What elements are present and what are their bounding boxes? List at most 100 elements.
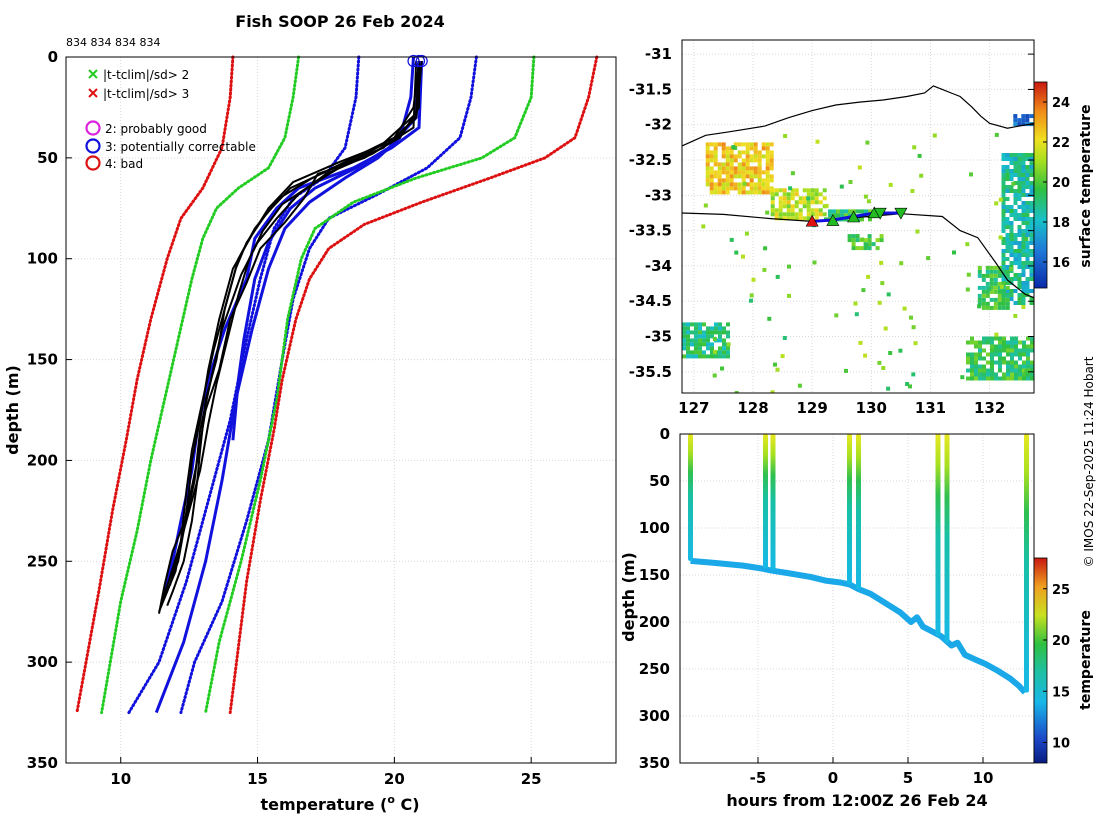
sst-pixel [761,186,766,191]
x-tick-label: 10 [973,769,994,787]
sst-pixel [790,192,795,197]
sst-pixel [997,293,1002,298]
sst-pixel [1013,209,1018,213]
sst-pixel [1026,344,1030,349]
sst-pixel [765,154,770,159]
sst-pixel [994,372,998,377]
sst-pixel [1017,165,1022,169]
sst-pixel [786,196,791,201]
sst-pixel [706,326,710,331]
sst-pixel [726,342,731,347]
sst-pixel [1018,376,1022,381]
sst-pixel [879,260,884,265]
blue-profile-line [231,60,421,441]
sst-pixel [1010,364,1014,369]
sst-pixel [786,208,791,213]
sst-pixel [814,200,819,205]
sst-pixel [770,192,775,197]
sst-pixel [998,344,1002,349]
sst-pixel [1022,364,1026,369]
sst-pixel [1022,348,1026,353]
sst-pixel [753,142,758,147]
sst-pixel [1005,249,1010,253]
sst-pixel [725,182,730,187]
sst-pixel [814,196,819,201]
sst-pixel [806,200,811,205]
sst-pixel [912,145,917,150]
sst-pixel [1017,197,1022,201]
sst-pixel [682,346,686,351]
sst-pixel [1005,233,1010,237]
sst-pixel [998,352,1002,357]
x-tick-label: -5 [750,769,767,787]
sst-pixel [712,373,717,378]
sst-pixel [1029,269,1034,273]
sst-pixel [725,146,730,151]
sst-pixel [1029,169,1034,173]
sst-pixel [1006,344,1010,349]
sst-pixel [974,352,978,357]
sst-pixel [965,242,970,247]
sst-pixel [1029,185,1034,189]
sst-pixel [718,330,722,335]
sst-pixel [778,188,783,193]
sst-pixel [1025,213,1030,217]
sst-pixel [1025,225,1030,229]
sst-pixel [987,286,992,291]
sst-pixel [765,170,770,175]
sst-pixel [786,200,791,205]
sst-pixel [718,322,722,327]
sst-pixel [798,200,803,205]
sst-pixel [1021,114,1026,119]
sst-pixel [734,250,739,255]
sst-pixel [966,368,970,373]
sst-pixel [899,261,904,266]
sst-pixel [1022,344,1026,349]
sst-pixel [710,326,714,331]
sst-pixel [721,190,726,195]
sst-pixel [844,213,848,218]
sst-pixel [1017,297,1022,301]
sst-pixel [1014,352,1018,357]
sst-pixel [911,372,916,377]
sst-pixel [814,216,819,221]
sst-pixel [720,366,724,371]
sst-pixel [1005,169,1010,173]
sst-pixel [1017,189,1022,193]
sst-pixel [1005,241,1010,245]
sst-pixel [1005,209,1010,213]
sst-pixel [1029,209,1034,213]
sst-pixel [806,216,811,221]
sst-pixel [682,338,686,343]
sst-pixel [705,174,710,179]
sst-pixel [978,372,983,377]
sst-pixel [721,178,726,183]
sst-pixel [694,322,698,327]
sst-pixel [977,301,982,306]
sst-pixel [782,212,787,217]
sst-pixel [1021,205,1026,209]
sst-pixel [822,196,827,201]
sst-pixel [731,145,736,150]
sst-pixel [978,356,982,361]
sst-pixel [863,353,868,358]
sst-pixel [778,212,783,217]
sst-pixel [1029,277,1034,281]
sst-pixel [871,242,876,247]
sst-pixel [1001,305,1006,310]
sst-pixel [854,312,859,317]
sst-pixel [713,158,718,163]
sst-pixel [706,354,710,359]
sst-pixel [726,354,730,359]
cast-bar [763,434,768,569]
sst-pixel [780,354,785,359]
sst-pixel [1025,169,1030,173]
sst-pixel [1005,305,1010,310]
sst-pixel [741,142,746,147]
sst-pixel [702,338,706,343]
sst-pixel [682,330,686,335]
sst-pixel [1005,269,1010,274]
sst-pixel [709,154,714,159]
sst-pixel [981,297,986,302]
sst-pixel [1021,305,1026,309]
